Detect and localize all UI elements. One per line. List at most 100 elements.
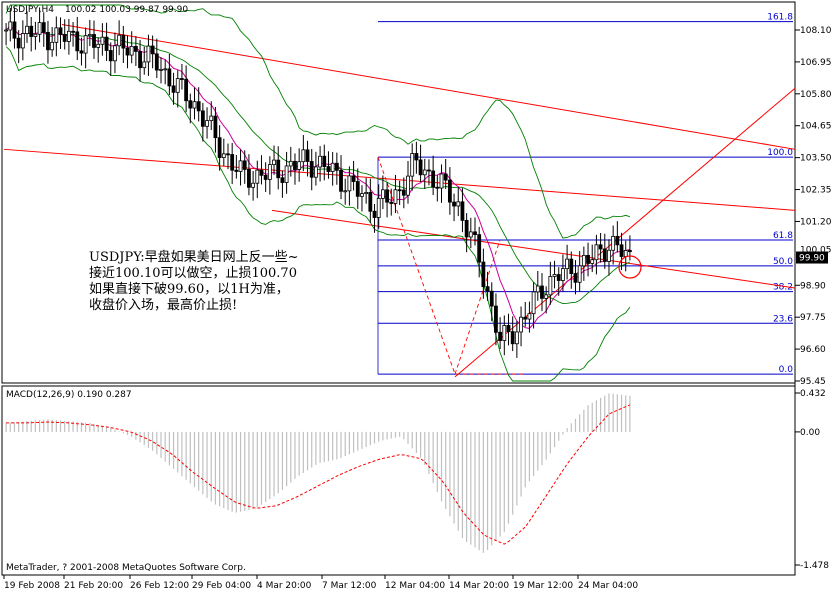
- candle-body: [259, 169, 264, 176]
- price-tick-label: 98.90: [800, 281, 826, 291]
- time-tick-label: 12 Mar 04:00: [385, 581, 445, 591]
- candle-body: [50, 41, 55, 51]
- candle-body: [309, 161, 314, 178]
- candle-body: [322, 155, 327, 167]
- candle-body: [16, 37, 21, 49]
- candle-body: [456, 201, 461, 207]
- trend-line: [271, 209, 796, 289]
- candle-body: [422, 169, 427, 176]
- symbol-label: USDJPY,H4: [6, 5, 54, 15]
- candle-body: [288, 160, 293, 167]
- candle-body: [590, 259, 595, 264]
- annotation-line-3: 如果直接下破99.60，以1H为准，: [89, 282, 289, 297]
- macd-tick-label: -1.478: [800, 561, 829, 571]
- candle-body: [477, 234, 482, 263]
- candle-body: [297, 161, 302, 170]
- candle-body: [602, 248, 607, 262]
- candle-body: [230, 154, 235, 171]
- trend-line: [61, 23, 796, 150]
- price-tick-label: 97.75: [800, 313, 826, 323]
- time-tick-label: 7 Mar 12:00: [322, 581, 377, 591]
- candle-body: [540, 285, 544, 299]
- fib-dashed-leg: [454, 239, 501, 375]
- annotation-line-1: USDJPY:早盘如果美日网上反一些~: [89, 250, 299, 265]
- macd-tick-label: 0.432: [800, 389, 826, 399]
- candle-body: [33, 33, 38, 37]
- candle-body: [355, 181, 360, 197]
- candle-body: [133, 46, 138, 52]
- candle-body: [138, 51, 142, 69]
- candle-body: [611, 235, 616, 251]
- candle-body: [514, 331, 519, 345]
- annotation-line-2: 接近100.10可以做空，止损100.70: [89, 266, 297, 281]
- candle-body: [12, 21, 17, 39]
- candle-body: [205, 120, 209, 127]
- price-tick-label: 106.95: [800, 58, 831, 68]
- candle-body: [125, 47, 130, 56]
- candle-body: [20, 33, 25, 49]
- candle-body: [535, 285, 540, 293]
- candle-body: [29, 25, 34, 37]
- candle-body: [251, 182, 256, 188]
- candle-body: [531, 291, 536, 315]
- candle-body: [473, 231, 477, 236]
- candle-body: [142, 61, 147, 69]
- candle-body: [163, 68, 168, 71]
- candle-body: [146, 45, 151, 63]
- time-tick-label: 21 Feb 20:00: [64, 581, 123, 591]
- candle-body: [389, 201, 394, 204]
- candle-body: [573, 273, 578, 283]
- trade-annotation: USDJPY:早盘如果美日网上反一些~ 接近100.10可以做空，止损100.7…: [89, 250, 339, 314]
- time-tick-label: 19 Feb 2008: [4, 581, 60, 591]
- candle-body: [83, 35, 88, 54]
- price-axis: 108.10 106.95 105.80 104.65 103.50 102.35 101.…: [795, 26, 831, 571]
- ma-line: [5, 25, 631, 329]
- candle-body: [360, 193, 364, 197]
- price-tick-label: 108.10: [800, 26, 831, 36]
- time-tick-label: 14 Mar 20:00: [449, 581, 509, 591]
- fibonacci-levels: 161.8 100.0 61.8 50.0 38.2 23.6 0.0: [377, 13, 793, 375]
- macd-tick-label: 0.00: [800, 428, 820, 438]
- candle-body: [284, 165, 289, 183]
- price-tick-label: 101.20: [800, 217, 831, 227]
- candle-body: [293, 160, 297, 170]
- ohlc-label: 100.02 100.03 99.87 99.90: [65, 5, 188, 15]
- time-tick-label: 4 Mar 20:00: [257, 581, 312, 591]
- candle-body: [25, 25, 29, 34]
- candle-body: [41, 22, 46, 33]
- candle-body: [594, 244, 599, 261]
- macd-label: MACD(12,26,9) 0.190 0.287: [6, 390, 132, 400]
- candle-body: [247, 168, 251, 188]
- price-panel: [1, 1, 796, 384]
- candle-body: [79, 50, 84, 54]
- fib-level-label: 61.8: [773, 231, 793, 241]
- candle-body: [238, 160, 243, 172]
- moving-average: [5, 25, 631, 329]
- macd-signal-line: [6, 404, 631, 545]
- fib-level-label: 23.6: [773, 314, 793, 324]
- candle-body: [435, 186, 440, 189]
- candle-body: [267, 164, 272, 180]
- candle-body: [276, 159, 281, 179]
- candle-body: [468, 231, 473, 238]
- candle-body: [623, 250, 628, 257]
- candle-body: [615, 235, 620, 246]
- candle-body: [510, 331, 515, 345]
- candle-body: [481, 261, 486, 288]
- candle-body: [37, 22, 42, 35]
- candle-body: [213, 115, 218, 139]
- candle-body: [586, 254, 590, 264]
- candle-body: [154, 53, 159, 71]
- copyright-label: MetaTrader, ? 2001-2008 MetaQuotes Softw…: [6, 563, 246, 573]
- trend-line: [454, 87, 796, 378]
- candle-body: [234, 169, 239, 172]
- candle-body: [75, 31, 80, 52]
- current-price-tag: [796, 251, 828, 264]
- candle-body: [552, 274, 557, 277]
- candle-body: [561, 268, 565, 281]
- candle-body: [498, 331, 503, 341]
- candle-body: [96, 43, 101, 48]
- candle-body: [489, 290, 494, 307]
- annotation-line-4: 收盘价入场，最高价止损!: [89, 298, 238, 313]
